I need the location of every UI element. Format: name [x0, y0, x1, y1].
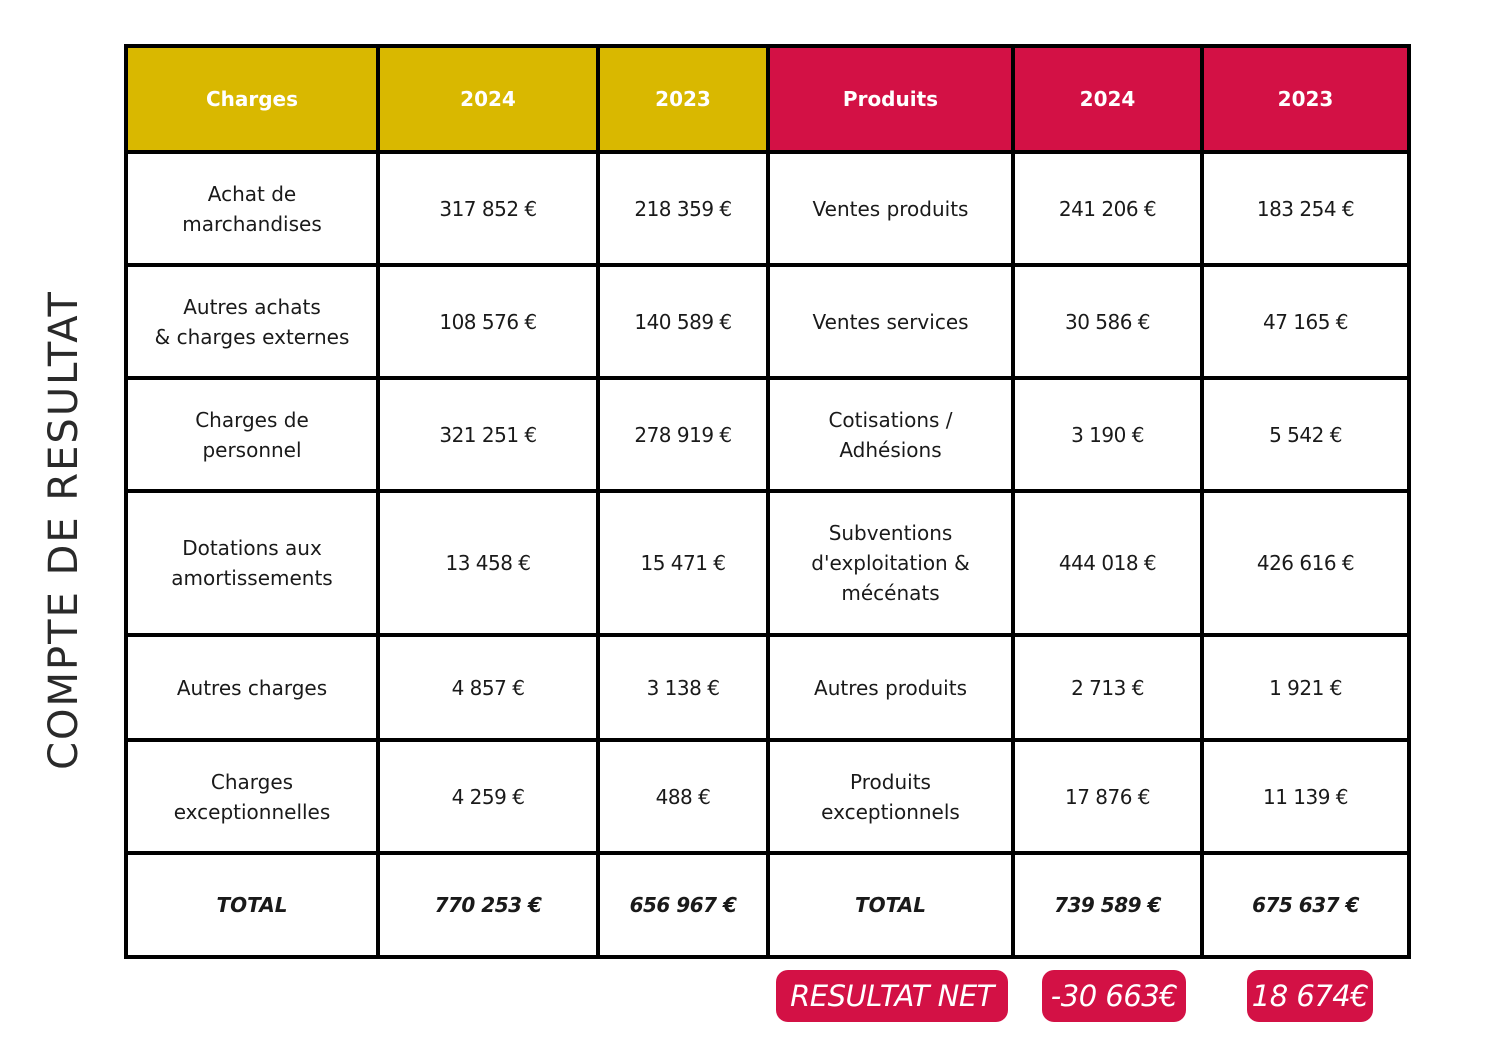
charge-2023: 140 589 €	[596, 263, 770, 380]
charge-2023: 278 919 €	[596, 376, 770, 493]
charge-label: Charges de personnel	[124, 376, 380, 493]
produit-2023: 11 139 €	[1200, 738, 1411, 855]
header-charges: Charges	[124, 44, 380, 154]
income-statement-table: Charges 2024 2023 Produits 2024 2023 Ach…	[124, 44, 1411, 959]
charge-2024: 13 458 €	[376, 489, 600, 637]
produit-label: Ventes produits	[766, 150, 1015, 267]
produit-2024: 30 586 €	[1011, 263, 1204, 380]
charge-2024: 4 857 €	[376, 633, 600, 742]
net-result-label: RESULTAT NET	[776, 970, 1008, 1022]
charge-2024: 321 251 €	[376, 376, 600, 493]
total-produits-2024: 739 589 €	[1011, 851, 1204, 959]
header-produits: Produits	[766, 44, 1015, 154]
total-charges-label: TOTAL	[124, 851, 380, 959]
table-row: Autres charges 4 857 €3 138 € Autres produ…	[124, 633, 1411, 742]
produit-2023: 426 616 €	[1200, 489, 1411, 637]
produit-2023: 1 921 €	[1200, 633, 1411, 742]
charge-2023: 488 €	[596, 738, 770, 855]
produit-2024: 17 876 €	[1011, 738, 1204, 855]
charge-2023: 218 359 €	[596, 150, 770, 267]
total-charges-2023: 656 967 €	[596, 851, 770, 959]
produit-label: Produits exceptionnels	[766, 738, 1015, 855]
produit-2024: 444 018 €	[1011, 489, 1204, 637]
charge-2024: 317 852 €	[376, 150, 600, 267]
total-produits-label: TOTAL	[766, 851, 1015, 959]
net-result-2024: -30 663€	[1042, 970, 1186, 1022]
charge-label: Charges exceptionnelles	[124, 738, 380, 855]
charge-label: Dotations aux amortissements	[124, 489, 380, 637]
table-row: Charges de personnel 321 251 €278 919 € Co…	[124, 376, 1411, 493]
header-row: Charges 2024 2023 Produits 2024 2023	[124, 44, 1411, 154]
charge-2023: 3 138 €	[596, 633, 770, 742]
produit-label: Subventions d'exploitation & mécénats	[766, 489, 1015, 637]
total-charges-2024: 770 253 €	[376, 851, 600, 959]
table-row: Autres achats & charges externes 108 576 …	[124, 263, 1411, 380]
produit-label: Cotisations / Adhésions	[766, 376, 1015, 493]
charge-2024: 4 259 €	[376, 738, 600, 855]
produit-2023: 183 254 €	[1200, 150, 1411, 267]
charge-label: Autres charges	[124, 633, 380, 742]
header-charges-2023: 2023	[596, 44, 770, 154]
page-title: COMPTE DE RESULTAT	[41, 290, 87, 770]
charge-label: Autres achats & charges externes	[124, 263, 380, 380]
total-produits-2023: 675 637 €	[1200, 851, 1411, 959]
produit-2024: 3 190 €	[1011, 376, 1204, 493]
header-produits-2024: 2024	[1011, 44, 1204, 154]
charge-label: Achat de marchandises	[124, 150, 380, 267]
charge-2024: 108 576 €	[376, 263, 600, 380]
table-row: Achat de marchandises 317 852 €218 359 € V…	[124, 150, 1411, 267]
produit-label: Autres produits	[766, 633, 1015, 742]
produit-2024: 2 713 €	[1011, 633, 1204, 742]
total-row: TOTAL 770 253 € 656 967 € TOTAL 739 589 …	[124, 851, 1411, 959]
produit-2023: 5 542 €	[1200, 376, 1411, 493]
header-charges-2024: 2024	[376, 44, 600, 154]
produit-label: Ventes services	[766, 263, 1015, 380]
produit-2023: 47 165 €	[1200, 263, 1411, 380]
header-produits-2023: 2023	[1200, 44, 1411, 154]
charge-2023: 15 471 €	[596, 489, 770, 637]
table-row: Dotations aux amortissements 13 458 €15 4…	[124, 489, 1411, 637]
produit-2024: 241 206 €	[1011, 150, 1204, 267]
table-row: Charges exceptionnelles 4 259 €488 € Produ…	[124, 738, 1411, 855]
net-result-2023: 18 674€	[1247, 970, 1373, 1022]
